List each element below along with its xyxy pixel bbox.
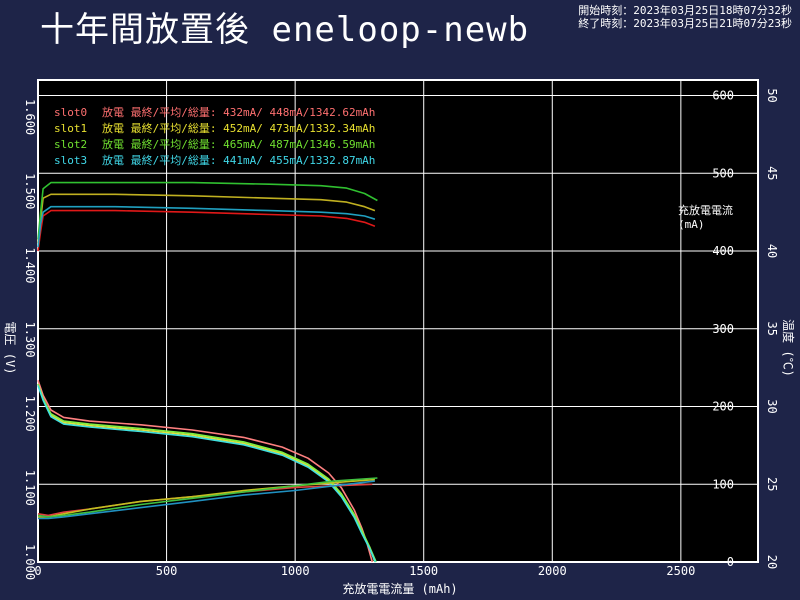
y-axis-label-temperature: 温度 (℃) — [781, 319, 796, 377]
x-tick-label: 1000 — [281, 564, 310, 578]
x-tick-label: 0 — [34, 564, 41, 578]
x-tick-label: 500 — [156, 564, 178, 578]
voltage-tick-label: 1.300 — [23, 321, 37, 357]
temperature-tick-label: 35 — [765, 322, 779, 336]
current-tick-label: 200 — [712, 400, 734, 414]
end-time: 終了時刻：2023年03月25日21時07分23秒 — [578, 17, 792, 30]
grid-lines — [38, 80, 758, 562]
temperature-tick-label: 25 — [765, 477, 779, 491]
legend: slot0 放電 最終/平均/総量: 432mA/ 448mA/1342.62mA… — [54, 105, 375, 167]
current-tick-label: 0 — [727, 555, 734, 569]
series-group — [37, 181, 378, 563]
voltage-tick-label: 1.500 — [23, 173, 37, 209]
voltage-tick-label: 1.600 — [23, 99, 37, 135]
legend-entry-text: 放電 最終/平均/総量: 452mA/ 473mA/1332.34mAh — [102, 121, 375, 135]
voltage-tick-label: 1.000 — [23, 544, 37, 580]
temperature-tick-label: 20 — [765, 555, 779, 569]
legend-slot-label: slot2 — [54, 138, 87, 151]
legend-entry-text: 放電 最終/平均/総量: 441mA/ 455mA/1332.87mAh — [102, 153, 375, 167]
temperature-tick-label: 50 — [765, 88, 779, 102]
plot-area — [37, 79, 759, 563]
temperature-tick-label: 45 — [765, 166, 779, 180]
tick-labels: 0 500 1000 1500 2000 2500 0 100 200 300 400 500 600 1… — [23, 88, 779, 580]
y-axis-label-current-line2: (mA) — [678, 218, 705, 231]
legend-entry-text: 放電 最終/平均/総量: 432mA/ 448mA/1342.62mAh — [102, 105, 375, 119]
page-title: 十年間放置後 eneloop-newb — [40, 10, 530, 50]
series-line-voltage-3 — [37, 385, 377, 563]
legend-slot-label: slot3 — [54, 154, 87, 167]
series-line-temp-2 — [37, 477, 378, 518]
series-line-current-3 — [37, 205, 376, 248]
current-tick-label: 600 — [712, 89, 734, 103]
series-line-current-2 — [37, 181, 378, 240]
voltage-tick-label: 1.200 — [23, 396, 37, 432]
current-tick-label: 100 — [712, 477, 734, 491]
voltage-tick-label: 1.400 — [23, 247, 37, 283]
series-line-current-0 — [37, 209, 376, 252]
x-axis-label: 充放電電流量 (mAh) — [342, 581, 457, 596]
legend-slot-label: slot0 — [54, 106, 87, 119]
start-time: 開始時刻：2023年03月25日18時07分32秒 — [578, 4, 792, 17]
temperature-tick-label: 40 — [765, 244, 779, 258]
voltage-tick-label: 1.100 — [23, 470, 37, 506]
series-line-voltage-2 — [37, 383, 377, 563]
current-tick-label: 300 — [712, 322, 734, 336]
current-tick-label: 400 — [712, 244, 734, 258]
temperature-tick-label: 30 — [765, 399, 779, 413]
y-axis-label-current-line1: 充放電電流 — [678, 203, 733, 217]
x-tick-label: 2500 — [666, 564, 695, 578]
legend-slot-label: slot1 — [54, 122, 87, 135]
x-tick-label: 1500 — [409, 564, 438, 578]
legend-entry-text: 放電 最終/平均/総量: 465mA/ 487mA/1346.59mAh — [102, 137, 375, 151]
series-line-voltage-0 — [37, 380, 374, 563]
series-line-current-1 — [37, 193, 376, 244]
y-axis-label-voltage: 電圧 (V) — [3, 322, 17, 375]
x-tick-label: 2000 — [538, 564, 567, 578]
current-tick-label: 500 — [712, 166, 734, 180]
series-line-temp-3 — [38, 480, 375, 520]
